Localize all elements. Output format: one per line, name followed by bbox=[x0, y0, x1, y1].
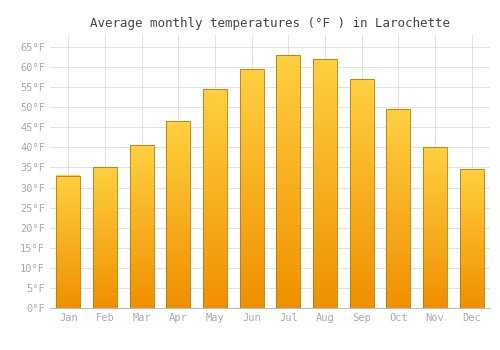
Bar bbox=[313, 59, 337, 308]
Bar bbox=[276, 55, 300, 308]
Bar bbox=[203, 89, 227, 308]
Bar bbox=[93, 168, 117, 308]
Bar bbox=[350, 79, 374, 308]
Title: Average monthly temperatures (°F ) in Larochette: Average monthly temperatures (°F ) in La… bbox=[90, 17, 450, 30]
Bar bbox=[240, 69, 264, 308]
Bar bbox=[56, 175, 80, 308]
Bar bbox=[166, 121, 190, 308]
Bar bbox=[130, 145, 154, 308]
Bar bbox=[386, 109, 410, 308]
Bar bbox=[423, 147, 447, 308]
Bar bbox=[460, 169, 483, 308]
